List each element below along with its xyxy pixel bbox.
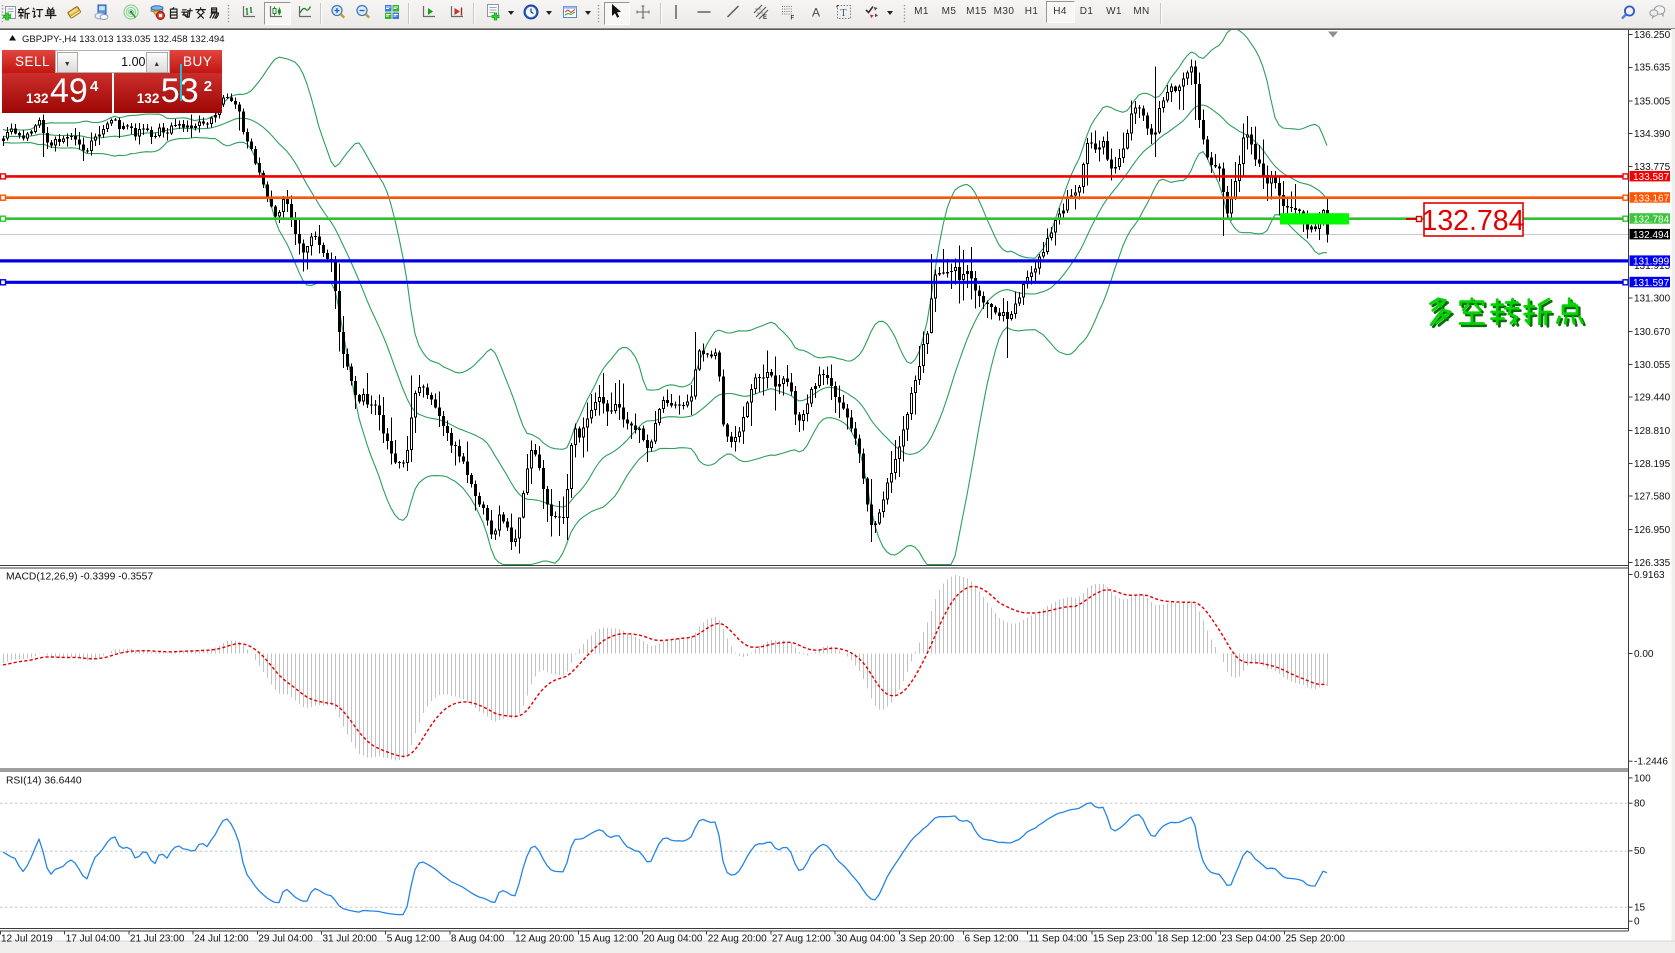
svg-text:MACD(12,26,9) -0.3399 -0.3557: MACD(12,26,9) -0.3399 -0.3557 [6,572,153,583]
svg-text:12 Aug 20:00: 12 Aug 20:00 [515,934,574,945]
svg-text:128.810: 128.810 [1634,426,1671,437]
svg-text:5 Aug 12:00: 5 Aug 12:00 [387,934,441,945]
svg-text:132.784: 132.784 [1633,214,1670,225]
svg-text:12 Jul 2019: 12 Jul 2019 [1,934,53,945]
svg-text:27 Aug 12:00: 27 Aug 12:00 [772,934,831,945]
svg-text:126.950: 126.950 [1634,525,1671,536]
svg-text:0.9163: 0.9163 [1634,570,1665,581]
svg-text:135.005: 135.005 [1634,96,1671,107]
svg-text:130.670: 130.670 [1634,327,1671,338]
svg-text:30 Aug 04:00: 30 Aug 04:00 [836,934,895,945]
svg-text:131.999: 131.999 [1633,257,1670,268]
svg-text:-1.2446: -1.2446 [1634,757,1668,768]
svg-text:25 Sep 20:00: 25 Sep 20:00 [1286,934,1346,945]
svg-text:15 Sep 23:00: 15 Sep 23:00 [1093,934,1153,945]
svg-text:15 Aug 12:00: 15 Aug 12:00 [579,934,638,945]
svg-text:132.784: 132.784 [1421,205,1524,237]
svg-text:24 Jul 12:00: 24 Jul 12:00 [194,934,249,945]
svg-text:F: F [791,16,795,21]
svg-text:A: A [812,6,820,20]
svg-text:133.167: 133.167 [1633,193,1670,204]
svg-text:31 Jul 20:00: 31 Jul 20:00 [323,934,378,945]
svg-text:133.587: 133.587 [1633,172,1670,183]
svg-text:131.597: 131.597 [1633,278,1670,289]
svg-text:3 Sep 20:00: 3 Sep 20:00 [900,934,954,945]
svg-text:133.775: 133.775 [1634,162,1671,173]
svg-text:136.250: 136.250 [1634,30,1671,41]
svg-text:17 Jul 04:00: 17 Jul 04:00 [66,934,121,945]
svg-text:126.335: 126.335 [1634,558,1671,569]
svg-text:11 Sep 04:00: 11 Sep 04:00 [1029,934,1088,945]
svg-text:134.390: 134.390 [1634,129,1671,140]
svg-text:135.635: 135.635 [1634,63,1671,74]
svg-text:132.494: 132.494 [1633,230,1670,241]
svg-text:80: 80 [1634,799,1646,810]
svg-text:8 Aug 04:00: 8 Aug 04:00 [451,934,505,945]
svg-text:129.440: 129.440 [1634,393,1671,404]
svg-text:131.300: 131.300 [1634,294,1671,305]
svg-text:50: 50 [1634,846,1646,857]
svg-text:E: E [763,15,767,20]
svg-text:131.915: 131.915 [1634,261,1671,272]
svg-text:15: 15 [1634,903,1646,914]
svg-text:6 Sep 12:00: 6 Sep 12:00 [965,934,1019,945]
svg-text:22 Aug 20:00: 22 Aug 20:00 [708,934,767,945]
svg-text:130.055: 130.055 [1634,360,1671,371]
svg-text:100: 100 [1634,773,1651,784]
svg-text:127.580: 127.580 [1634,492,1671,503]
svg-text:29 Jul 04:00: 29 Jul 04:00 [258,934,313,945]
svg-text:T: T [840,8,847,19]
svg-text:128.195: 128.195 [1634,459,1671,470]
svg-text:18 Sep 12:00: 18 Sep 12:00 [1157,934,1217,945]
svg-text:23 Sep 04:00: 23 Sep 04:00 [1221,934,1281,945]
svg-text:RSI(14) 36.6440: RSI(14) 36.6440 [6,776,82,787]
svg-text:0.00: 0.00 [1634,649,1654,660]
svg-text:0: 0 [1634,917,1640,928]
svg-text:21 Jul 23:00: 21 Jul 23:00 [130,934,185,945]
svg-text:20 Aug 04:00: 20 Aug 04:00 [644,934,703,945]
svg-text:GBPJPY-,H4 133.013 133.035 13: GBPJPY-,H4 133.013 133.035 132.458 132.4… [22,34,224,45]
